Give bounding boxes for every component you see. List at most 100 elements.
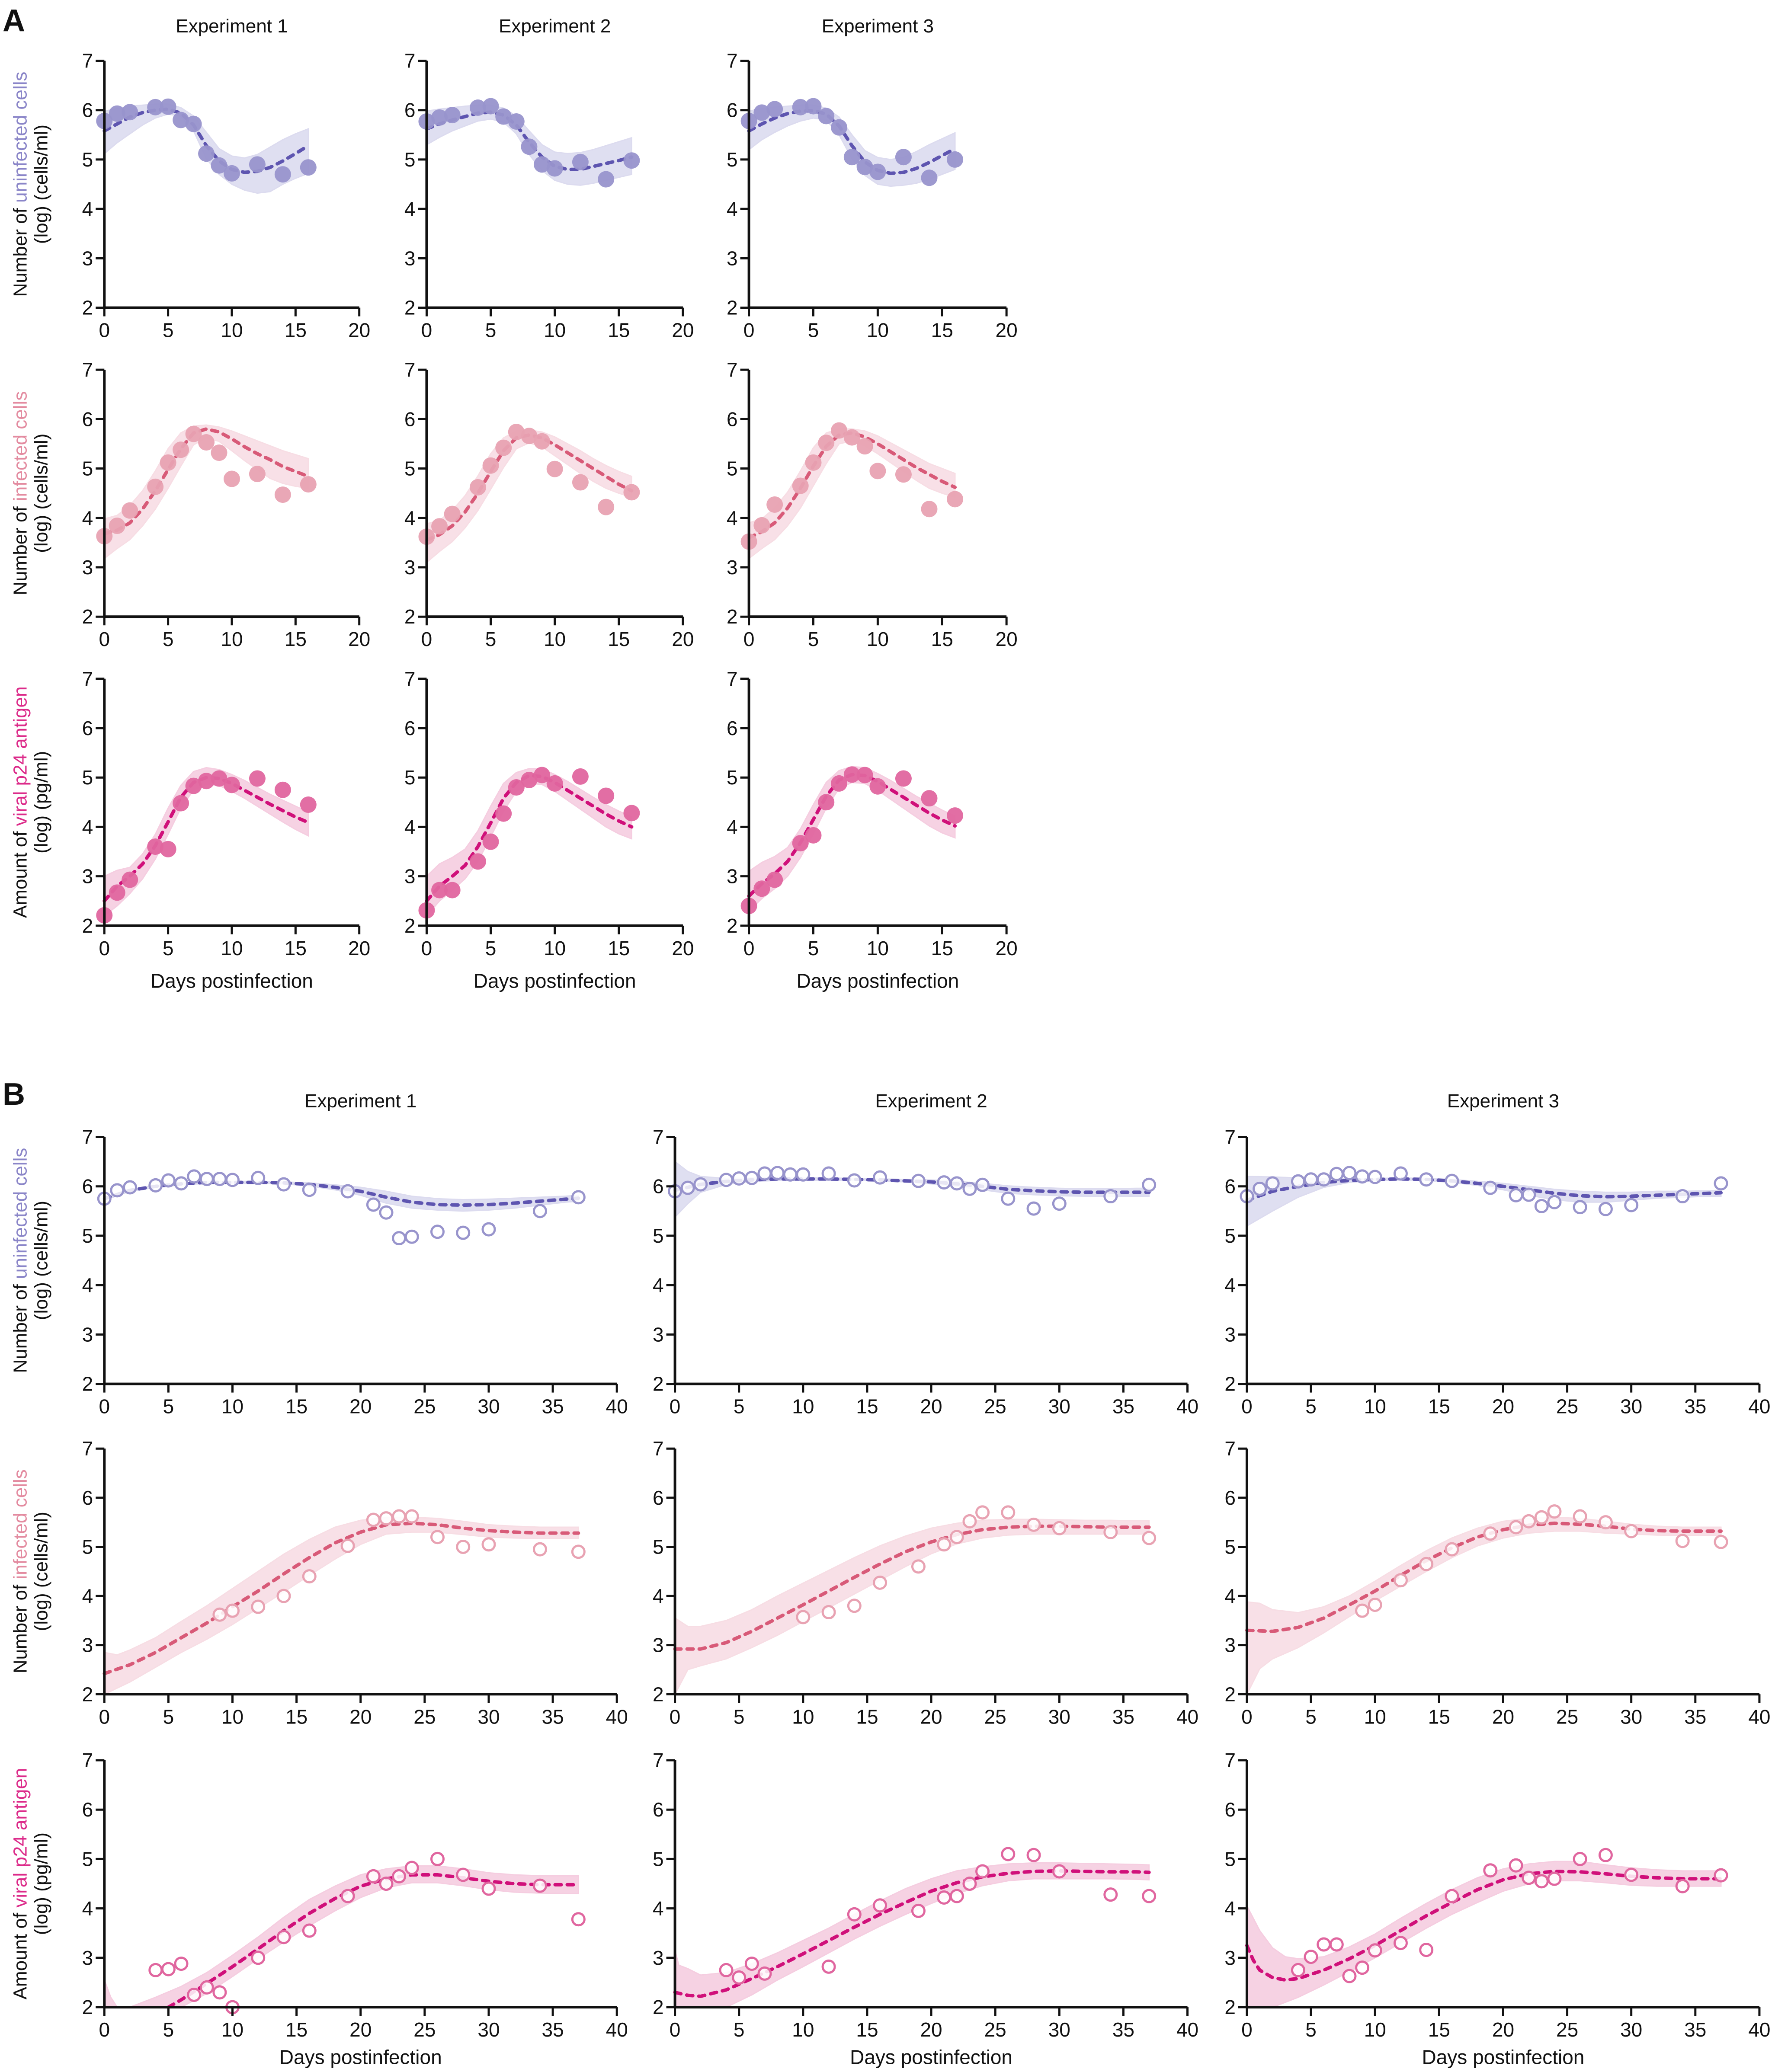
data-point [431,109,448,126]
experiment-title: Experiment 2 [875,1090,987,1112]
data-point [546,460,563,477]
data-point [521,771,538,788]
data-point [1393,1936,1408,1950]
data-point [223,165,240,182]
y-tick-label: 2 [404,297,416,319]
data-point [110,1183,125,1198]
model-fit-line [673,1869,1151,1998]
x-tick-label: 15 [608,628,630,650]
data-point [1522,1514,1536,1528]
y-axis-title-units: (log) (pg/ml) [30,751,51,854]
data-point [340,1184,355,1199]
data-point [949,1889,964,1903]
x-axis-title: Days postinfection [796,969,959,992]
y-tick-label: 2 [727,605,738,628]
y-tick-label: 5 [82,148,93,171]
x-tick-label: 0 [670,1395,681,1418]
x-tick-label: 10 [867,628,889,650]
data-point [1142,1531,1157,1545]
x-tick-label: 15 [285,1395,308,1418]
x-tick-label: 10 [792,1395,814,1418]
data-point [508,113,525,130]
x-tick-label: 35 [1684,1395,1706,1418]
x-tick-label: 30 [477,1705,500,1728]
data-point [753,104,770,121]
data-point [1624,1524,1639,1538]
data-point [456,1539,471,1554]
x-tick-label: 10 [221,319,243,342]
data-point [757,1966,772,1981]
x-tick-label: 5 [485,319,497,342]
confidence-band [748,428,956,560]
y-tick-label: 3 [82,1634,93,1656]
data-point [1368,1170,1382,1184]
x-tick-label: 30 [1048,1705,1070,1728]
data-point [1355,1960,1370,1975]
data-point [1573,1851,1587,1866]
data-point [148,1178,163,1193]
data-point [1291,1174,1305,1189]
y-tick-label: 5 [1224,1848,1236,1870]
data-point [534,433,551,450]
data-point [1522,1187,1536,1202]
y-axis-title-highlight: viral p24 antigen [10,1768,31,1908]
x-tick-label: 20 [920,1705,942,1728]
confidence-band [674,1862,1150,2008]
x-tick-label: 15 [285,319,307,342]
y-tick-label: 6 [404,99,416,122]
y-tick-label: 3 [82,556,93,579]
y-tick-label: 4 [82,1897,93,1920]
y-tick-label: 7 [653,1126,664,1148]
y-tick-label: 2 [82,605,93,628]
data-point [1675,1534,1690,1548]
y-tick-label: 5 [653,1535,664,1558]
model-fit-line [747,109,957,175]
y-tick-label: 6 [82,99,93,122]
data-point [546,160,563,177]
experiment-title: Experiment 3 [822,16,934,37]
data-point [1368,1598,1382,1612]
y-axis-title: Number of infected cells [10,1469,31,1673]
y-axis-title-highlight: uninfected cells [10,72,31,203]
x-tick-label: 20 [349,1395,372,1418]
data-point [199,1980,214,1995]
y-tick-label: 7 [653,1437,664,1460]
data-point [392,1509,407,1524]
data-point [160,98,176,115]
data-point [109,884,125,901]
data-point [856,767,873,783]
data-point [1265,1176,1280,1191]
data-point [185,115,202,132]
data-point [185,425,202,442]
x-tick-label: 15 [931,628,953,650]
subplot-a-infected-exp3: 2 3 4 5 6 7 0 5 10 15 20 [727,358,1018,650]
data-point [766,101,783,118]
data-point [1714,1868,1728,1883]
y-tick-label: 4 [404,198,416,220]
x-tick-label: 35 [542,1705,564,1728]
y-tick-label: 6 [82,408,93,430]
data-point [302,1923,317,1938]
data-point [1483,1526,1498,1541]
x-tick-label: 30 [1048,2018,1070,2041]
data-point [571,1544,586,1559]
x-tick-label: 25 [984,1395,1006,1418]
y-tick-label: 6 [404,408,416,430]
y-tick-label: 3 [1224,1634,1236,1656]
y-tick-label: 5 [82,1535,93,1558]
x-tick-label: 0 [99,319,110,342]
data-point [147,838,164,855]
data-point [598,787,615,804]
y-tick-label: 4 [82,507,93,529]
confidence-band [674,1160,1150,1219]
y-tick-label: 3 [404,247,416,269]
data-point [160,454,176,471]
y-tick-label: 7 [404,358,416,381]
data-point [392,1869,407,1883]
data-point [937,1890,952,1905]
y-tick-label: 6 [653,1487,664,1509]
y-tick-label: 2 [1224,1373,1236,1395]
experiment-title: Experiment 1 [176,16,288,37]
data-point [1509,1188,1523,1202]
